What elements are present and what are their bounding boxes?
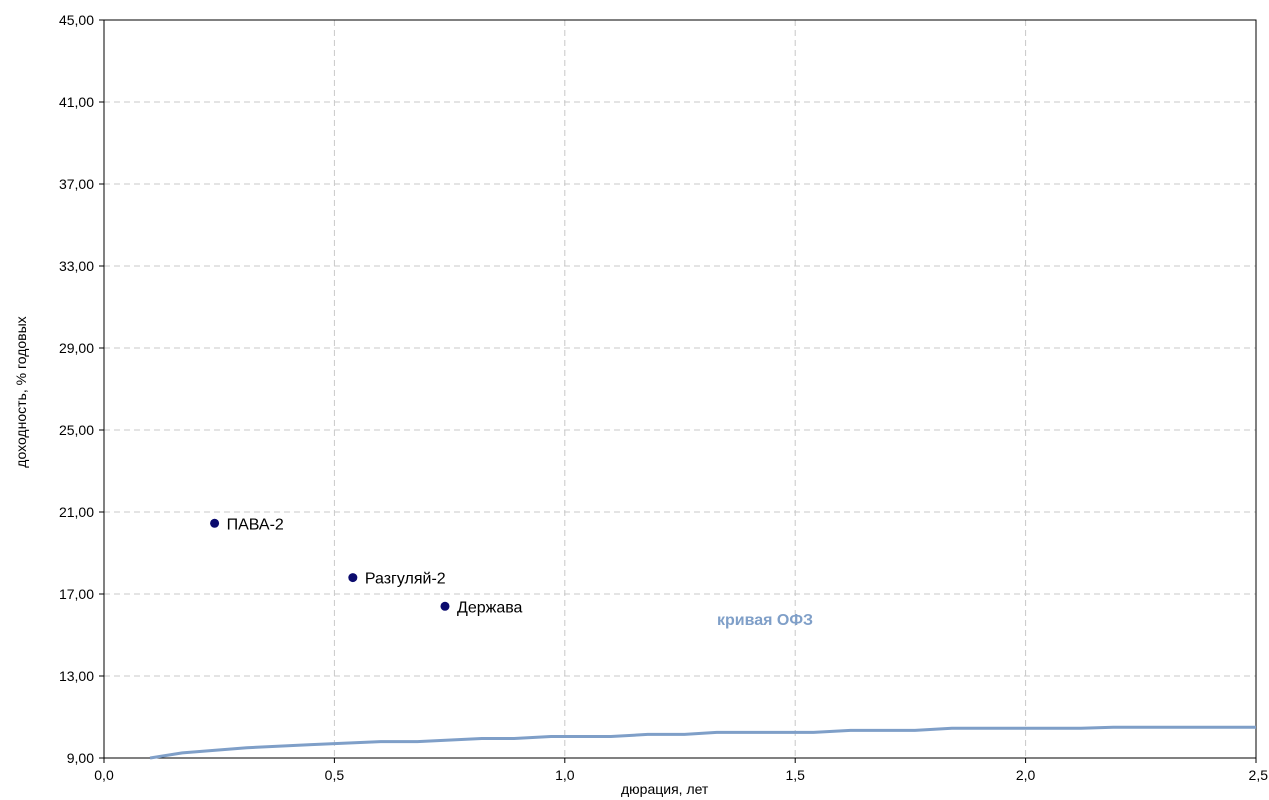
- bond-point-label: Разгуляй-2: [365, 571, 446, 588]
- bond-point: [210, 518, 220, 528]
- y-tick-label: 25,00: [59, 422, 94, 438]
- y-tick-label: 41,00: [59, 94, 94, 110]
- x-axis-title: дюрация, лет: [621, 781, 709, 797]
- x-tick-label: 2,0: [1016, 767, 1036, 783]
- plot-area-border: [103, 19, 1257, 759]
- x-tick-label: 1,0: [555, 767, 575, 783]
- ofz-curve: [149, 725, 1256, 760]
- x-tick-label: 0,5: [325, 767, 345, 783]
- grid-lines: [104, 20, 1256, 758]
- y-tick-label: 9,00: [67, 750, 94, 766]
- x-tick-label: 2,5: [1249, 767, 1269, 783]
- y-tick-label: 21,00: [59, 504, 94, 520]
- y-tick-label: 45,00: [59, 12, 94, 28]
- y-axis-title: доходность, % годовых: [13, 316, 29, 467]
- y-tick-label: 29,00: [59, 340, 94, 356]
- curve-label: кривая ОФЗ: [717, 612, 813, 629]
- axis-ticks: 9,00 13,00 17,00 21,00 25,00 29,00 33,00 37,00 4…: [59, 12, 1268, 783]
- y-tick-label: 13,00: [59, 668, 94, 684]
- y-tick-label: 33,00: [59, 258, 94, 274]
- bond-point-label: Держава: [457, 599, 523, 616]
- y-tick-label: 37,00: [59, 176, 94, 192]
- ofz-curve-line: [149, 725, 1256, 760]
- bond-point-label: ПАВА-2: [227, 516, 284, 533]
- x-tick-label: 1,5: [785, 767, 805, 783]
- x-tick-label: 0,0: [94, 767, 114, 783]
- y-tick-label: 17,00: [59, 586, 94, 602]
- bond-point: [440, 601, 450, 611]
- bond-point: [348, 573, 358, 583]
- bond-points: ПАВА-2 Разгуляй-2 Держава: [210, 516, 523, 616]
